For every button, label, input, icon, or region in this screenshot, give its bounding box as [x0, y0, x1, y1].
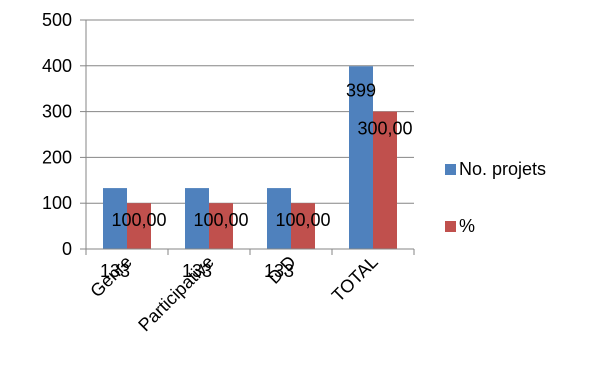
y-tick-label: 300 [42, 102, 72, 122]
legend-label: % [459, 216, 475, 236]
bar [209, 203, 233, 249]
bar [103, 188, 127, 249]
data-label: 300,00 [357, 119, 412, 139]
data-label: 399 [346, 80, 376, 100]
bar [291, 203, 315, 249]
x-tick-label: TOTAL [328, 252, 382, 306]
y-tick-label: 0 [62, 239, 72, 259]
bar [349, 66, 373, 250]
y-tick-label: 100 [42, 193, 72, 213]
data-labels: 133 100,00 133 100,00 133 100,00 399 300,00 [100, 80, 413, 281]
legend-swatch [445, 221, 456, 232]
y-tick-labels: 0 100 200 300 400 500 [42, 10, 72, 259]
axes [80, 19, 415, 255]
data-label: 100,00 [275, 210, 330, 230]
bar [185, 188, 209, 249]
legend-swatch [445, 164, 456, 175]
y-tick-label: 200 [42, 147, 72, 167]
legend: No. projets% [445, 159, 546, 236]
data-label: 133 [182, 261, 212, 281]
data-label: 133 [264, 261, 294, 281]
bar [373, 111, 397, 249]
bars [103, 66, 397, 250]
bar [127, 203, 151, 249]
data-label: 133 [100, 261, 130, 281]
bar [267, 188, 291, 249]
legend-label: No. projets [459, 159, 546, 179]
data-label: 100,00 [111, 210, 166, 230]
y-tick-label: 500 [42, 10, 72, 30]
y-tick-label: 400 [42, 56, 72, 76]
data-label: 100,00 [193, 210, 248, 230]
